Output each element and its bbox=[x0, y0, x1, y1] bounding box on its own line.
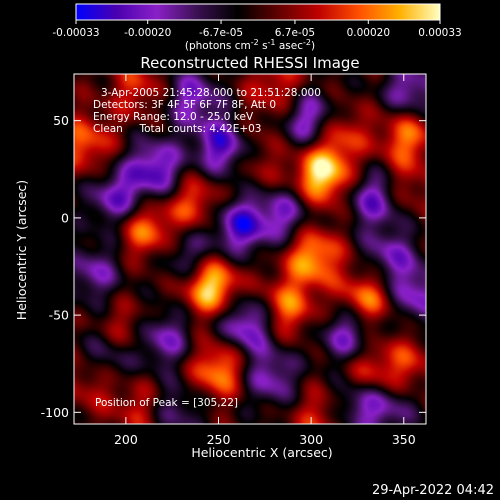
annotation-clean-counts: Clean Total counts: 4.42E+03 bbox=[93, 123, 262, 135]
y-tick-label: 0 bbox=[61, 210, 69, 225]
heatmap-image bbox=[74, 74, 426, 424]
y-tick-label: -50 bbox=[49, 308, 69, 323]
x-tick-label: 350 bbox=[392, 432, 416, 447]
colorbar-units: (photons cm-2 s-1 asec-2) bbox=[185, 38, 315, 52]
x-tick-label: 200 bbox=[114, 432, 138, 447]
annotation-peak-position: Position of Peak = [305,22] bbox=[95, 397, 239, 409]
colorbar-tick-label: -6.7e-05 bbox=[199, 27, 243, 39]
colorbar-tick-label: -0.00033 bbox=[52, 27, 99, 39]
heatmap bbox=[74, 74, 426, 424]
y-tick-label: 50 bbox=[53, 113, 69, 128]
x-tick-label: 300 bbox=[299, 432, 323, 447]
y-axis-ticks: 50 0 -50 -100 bbox=[41, 113, 426, 420]
colorbar bbox=[75, 3, 441, 21]
colorbar-tick-label: 0.00020 bbox=[347, 27, 390, 39]
chart-title: Reconstructed RHESSI Image bbox=[140, 54, 359, 72]
colorbar-tick-label: 0.00033 bbox=[418, 27, 461, 39]
colorbar-tick-label: 6.7e-05 bbox=[275, 27, 315, 39]
x-axis-label: Heliocentric X (arcsec) bbox=[191, 445, 332, 460]
y-tick-label: -100 bbox=[41, 405, 69, 420]
y-axis-label: Heliocentric Y (arcsec) bbox=[14, 180, 29, 320]
plot-frame bbox=[73, 73, 427, 425]
x-tick-label: 250 bbox=[207, 432, 231, 447]
annotation-time-range: 3-Apr-2005 21:45:28.000 to 21:51:28.000 bbox=[101, 87, 321, 99]
annotation-energy-range: Energy Range: 12.0 - 25.0 keV bbox=[93, 111, 254, 123]
colorbar-ticks bbox=[75, 20, 441, 24]
x-axis-ticks: 200 250 300 350 bbox=[114, 74, 416, 447]
colorbar-tick-label: -0.00020 bbox=[124, 27, 171, 39]
annotation-detectors: Detectors: 3F 4F 5F 6F 7F 8F, Att 0 bbox=[93, 99, 277, 111]
colorbar-tick-labels: -0.00033 -0.00020 -6.7e-05 6.7e-05 0.00020 0.… bbox=[52, 27, 461, 39]
footer-timestamp: 29-Apr-2022 04:42 bbox=[372, 483, 494, 498]
